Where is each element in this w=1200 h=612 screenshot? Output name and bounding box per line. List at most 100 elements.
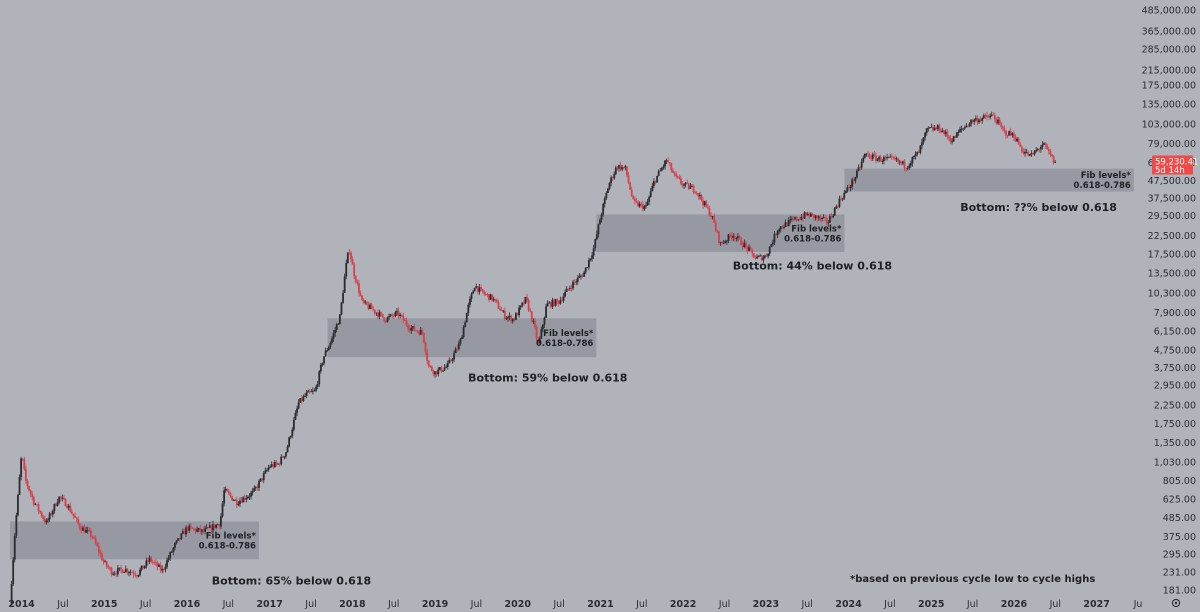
candle-body [353,264,356,277]
candle-body [978,119,980,123]
y-tick-label: 10,300.00 [1148,289,1196,300]
x-tick-label: 2015 [91,599,117,610]
candle-body [465,312,468,323]
candle-body [185,527,187,535]
candle-body [903,161,906,168]
x-tick-label: Jul [966,599,978,610]
candle-body [391,314,394,316]
candle-body [129,571,132,573]
candle-body [534,320,536,328]
x-tick-label: Jul [552,599,564,610]
candle-body [383,317,386,322]
x-axis[interactable]: 2014 Jul 2015 Jul 2016 Jul 2017 Jul 2018 Jul 2019 J… [8,599,1142,610]
candle-body [984,115,987,117]
candle-body [147,560,149,562]
candle-body [148,557,151,562]
candle-body [486,294,489,295]
candle-body [476,286,479,292]
candle-body [827,222,830,224]
y-tick-label: 625.00 [1163,494,1196,505]
candle-body [451,359,454,361]
candle-body [161,569,164,571]
candle-body [115,573,118,575]
candle-body [732,235,735,238]
candle-body [735,238,738,239]
candle-body [181,531,184,534]
candle-body [170,551,173,553]
candle-body [614,167,617,174]
candle-body [13,535,16,560]
y-axis[interactable]: 485,000.00 365,000.00 285,000.00 215,000.00… [1142,6,1196,597]
candle-body [137,574,140,577]
candle-body [783,226,785,228]
candle-body [104,561,107,563]
candle-body [237,503,240,506]
candle-body [1003,128,1006,131]
candle-body [729,234,731,236]
candle-body [224,488,227,491]
candle-body [491,294,494,301]
settings-icon[interactable] [1171,598,1181,608]
candle-body [959,129,961,133]
candle-body [583,272,586,277]
candle-body [113,573,116,575]
candle-body [527,299,530,311]
candle-body [629,182,632,190]
x-tick-label: 2025 [918,599,944,610]
candle-body [358,283,360,294]
candle-body [775,233,777,236]
candle-body [600,214,603,220]
candle-body [713,216,716,223]
candle-body [548,302,551,304]
fib-zone-range: 0.618-0.786 [1074,181,1131,191]
candle-body [66,506,68,508]
candle-body [415,330,417,332]
candle-body [940,130,942,133]
candle-body [540,329,543,339]
candle-body [515,313,517,320]
candle-body [216,524,219,526]
candle-body [599,219,601,225]
y-tick-label: 7,900.00 [1154,308,1196,319]
candle-body [511,318,514,322]
candle-body [194,528,197,532]
candle-body [895,158,898,160]
candle-body [404,320,406,322]
candle-body [410,328,413,331]
candle-body [150,557,153,562]
candle-body [1052,156,1055,163]
candle-body [924,132,927,138]
candle-body [987,116,990,118]
candle-body [825,218,828,224]
candle-body [327,346,330,351]
x-tick-label: Jul [635,599,647,610]
candle-body [497,302,500,309]
x-tick-label: 2021 [587,599,613,610]
y-tick-label: 215,000.00 [1142,65,1196,76]
candle-body [88,529,91,531]
candle-body [989,115,992,118]
fib-zone-range: 0.618-0.786 [536,339,593,349]
candle-body [767,253,770,257]
candle-body [1039,147,1042,150]
candle-body [516,313,519,316]
candle-body [61,497,64,499]
candle-body [890,156,893,158]
y-tick-label: 17,500.00 [1148,250,1196,261]
candle-body [197,528,200,530]
candle-body [765,255,768,257]
candle-body [218,524,221,527]
candle-body [867,153,869,155]
candle-body [695,192,698,194]
candle-body [1008,131,1011,136]
candle-body [434,371,436,375]
candle-body [429,366,432,367]
candle-body [757,255,760,257]
candle-body [426,352,429,361]
candle-body [719,242,722,243]
candle-body [208,525,211,528]
candle-body [91,536,94,538]
candle-body [381,313,384,318]
candle-body [668,162,671,164]
